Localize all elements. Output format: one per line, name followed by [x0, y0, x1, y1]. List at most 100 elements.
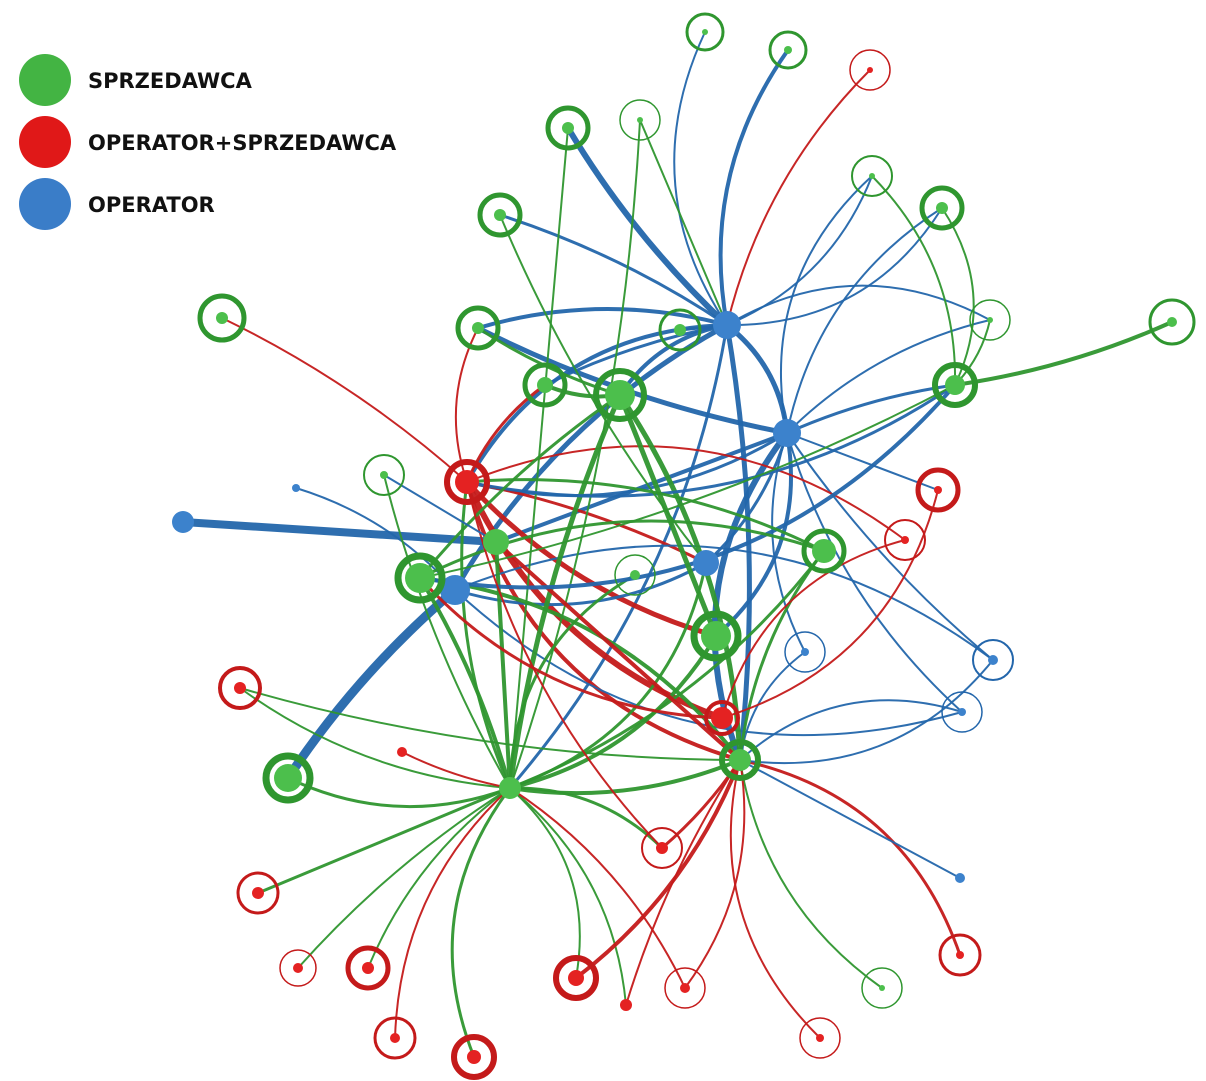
- node-ring: [719, 739, 761, 781]
- edge: [953, 320, 1174, 387]
- node: [1167, 317, 1177, 327]
- edge: [738, 758, 962, 957]
- node: [494, 209, 506, 221]
- node: [562, 122, 574, 134]
- edge: [383, 474, 511, 789]
- node: [620, 999, 632, 1011]
- edge: [786, 432, 994, 661]
- edge: [509, 787, 686, 989]
- node-ring: [236, 871, 280, 915]
- edge: [718, 48, 790, 327]
- node-ring: [861, 967, 903, 1009]
- edge: [729, 759, 821, 1039]
- edge: [454, 327, 479, 483]
- edge: [466, 481, 663, 849]
- node: [693, 550, 719, 576]
- node: [292, 484, 300, 492]
- edge: [452, 322, 730, 593]
- node: [674, 324, 686, 336]
- node-ring: [1148, 298, 1196, 346]
- node: [958, 708, 966, 716]
- edge: [418, 576, 724, 720]
- legend: SPRZEDAWCA OPERATOR+SPRZEDAWCA OPERATOR: [19, 54, 397, 230]
- node: [483, 529, 509, 555]
- node-ring: [593, 368, 647, 422]
- edge: [726, 175, 873, 326]
- edge: [726, 207, 943, 327]
- edge: [508, 758, 742, 796]
- node: [380, 471, 388, 479]
- edge: [508, 634, 718, 790]
- node-ring: [704, 700, 740, 736]
- node: [234, 682, 246, 694]
- node: [467, 1050, 481, 1064]
- node-ring: [614, 554, 656, 596]
- node: [713, 311, 741, 339]
- node-ring: [545, 105, 591, 151]
- node: [293, 963, 303, 973]
- edge: [739, 759, 961, 879]
- legend-swatch: [19, 178, 71, 230]
- node-ring: [849, 49, 891, 91]
- node-ring: [768, 30, 808, 70]
- edge: [418, 519, 826, 580]
- node: [988, 655, 998, 665]
- node: [390, 1033, 400, 1043]
- edge: [499, 214, 707, 564]
- node-ring: [373, 1016, 417, 1060]
- edge: [721, 539, 906, 719]
- node: [637, 117, 643, 123]
- node: [801, 648, 809, 656]
- legend-label: OPERATOR: [88, 193, 215, 217]
- node: [568, 970, 584, 986]
- node-ring: [197, 293, 247, 343]
- node-ring: [932, 362, 978, 408]
- node: [630, 570, 640, 580]
- node-ring: [919, 185, 965, 231]
- edge: [179, 518, 500, 546]
- node: [869, 173, 875, 179]
- node: [702, 29, 708, 35]
- legend-label: SPRZEDAWCA: [88, 69, 253, 93]
- edge: [771, 432, 806, 653]
- edge: [418, 576, 512, 790]
- edge: [498, 213, 729, 327]
- node: [956, 951, 964, 959]
- edge: [565, 125, 730, 328]
- node-ring: [799, 1017, 841, 1059]
- node-ring: [685, 12, 725, 52]
- node: [955, 873, 965, 883]
- node: [605, 380, 635, 410]
- node-ring: [477, 192, 523, 238]
- edge: [618, 323, 729, 397]
- node-ring: [279, 949, 317, 987]
- edge: [465, 383, 957, 498]
- node-ring: [641, 827, 683, 869]
- node: [537, 377, 553, 393]
- node: [879, 985, 885, 991]
- node-ring: [884, 519, 926, 561]
- node: [784, 46, 792, 54]
- node-ring: [969, 299, 1011, 341]
- edge: [394, 787, 511, 1039]
- edge: [941, 207, 975, 386]
- node-ring: [664, 967, 706, 1009]
- node: [934, 486, 942, 494]
- node-ring: [658, 308, 702, 352]
- edge: [786, 207, 943, 434]
- edge: [786, 432, 963, 713]
- legend-swatch: [19, 54, 71, 106]
- node-ring: [915, 467, 961, 513]
- edge: [221, 317, 468, 483]
- edge: [871, 175, 957, 386]
- node: [680, 983, 690, 993]
- edge: [509, 787, 581, 979]
- node-ring: [345, 945, 391, 991]
- node-ring: [262, 752, 314, 804]
- node: [405, 563, 435, 593]
- edge: [419, 384, 956, 579]
- edge: [739, 659, 994, 765]
- edge: [509, 119, 641, 789]
- node: [936, 202, 948, 214]
